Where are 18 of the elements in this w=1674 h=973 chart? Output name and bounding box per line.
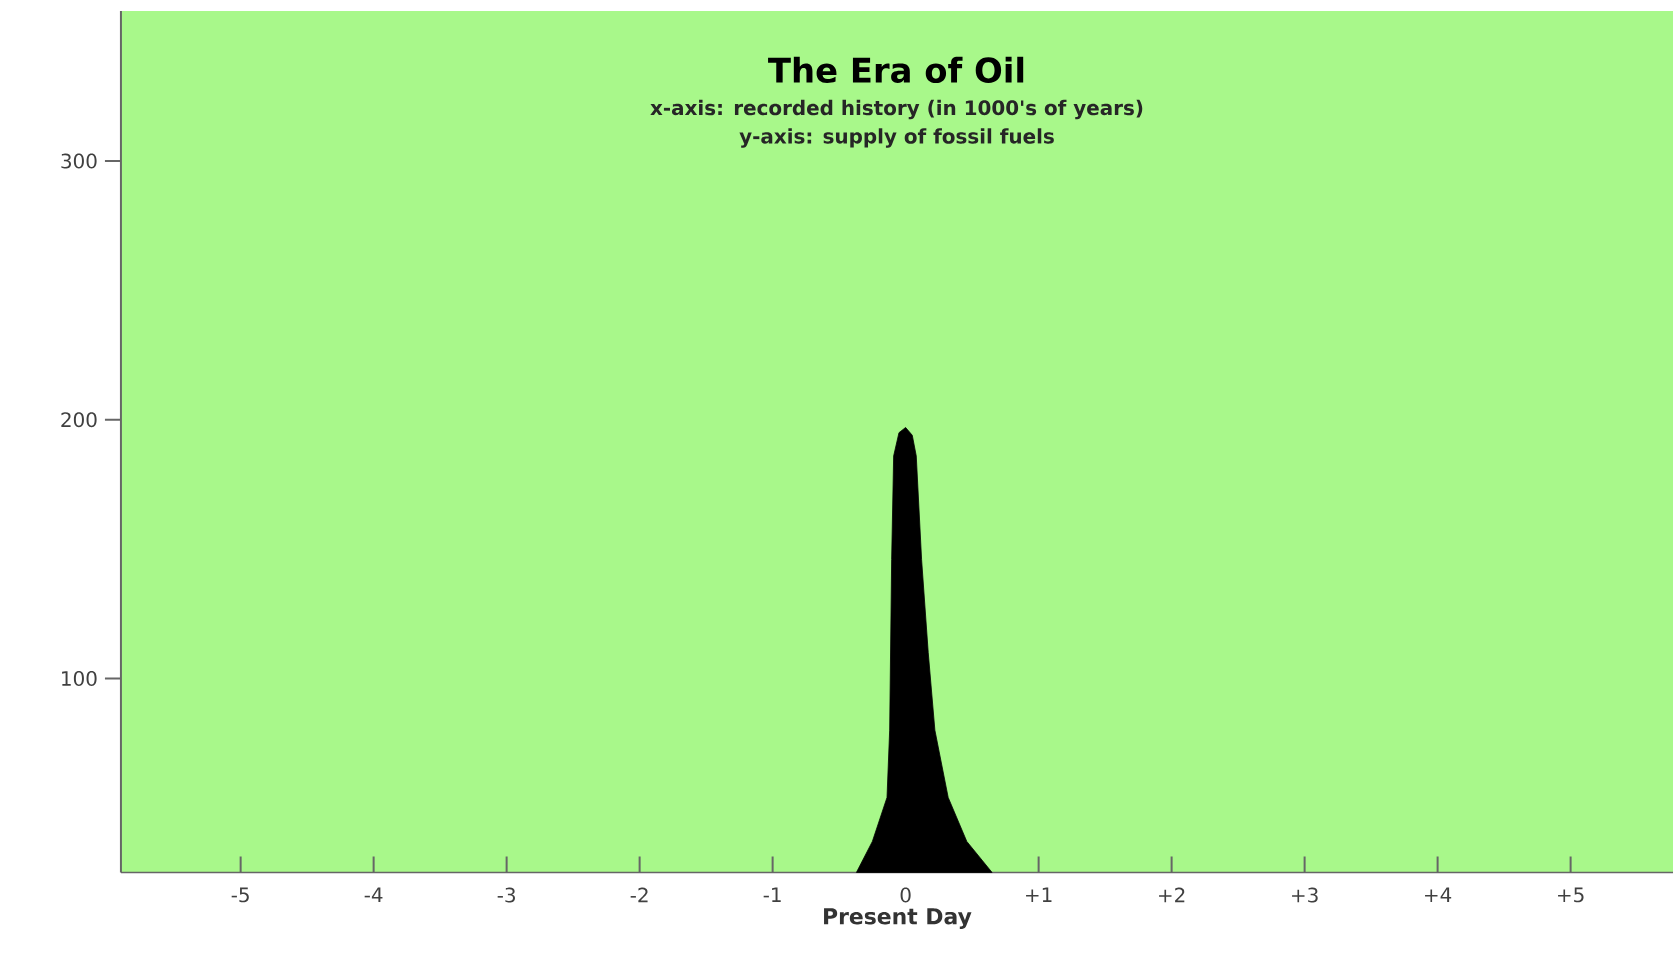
x-tick-label: 0: [900, 887, 911, 903]
x-tick-label: -5: [231, 887, 249, 903]
x-tick-label: +5: [1558, 887, 1584, 903]
x-tick-label: -2: [630, 887, 648, 903]
text: The Era of Oil: [768, 56, 1024, 83]
annotation: y-axis: supply of fossil fuels: [739, 128, 1054, 148]
x-tick-label: +3: [1292, 887, 1318, 903]
y-tick-label: 300: [61, 153, 97, 169]
x-tick-label: +2: [1159, 887, 1185, 903]
x-tick-label: +4: [1425, 887, 1452, 902]
y-tick-label: 200: [61, 411, 97, 428]
x-tick-label: -3: [497, 887, 515, 903]
y-tick-label: 100: [62, 670, 97, 686]
x-tick-label: +1: [1026, 887, 1052, 902]
text: x-axis: recorded history (in 1000's of years): [650, 99, 1143, 120]
x-tick-label: -4: [364, 887, 383, 902]
x-tick-label: -1: [763, 887, 781, 902]
x-axis-title: Present Day: [824, 908, 972, 929]
